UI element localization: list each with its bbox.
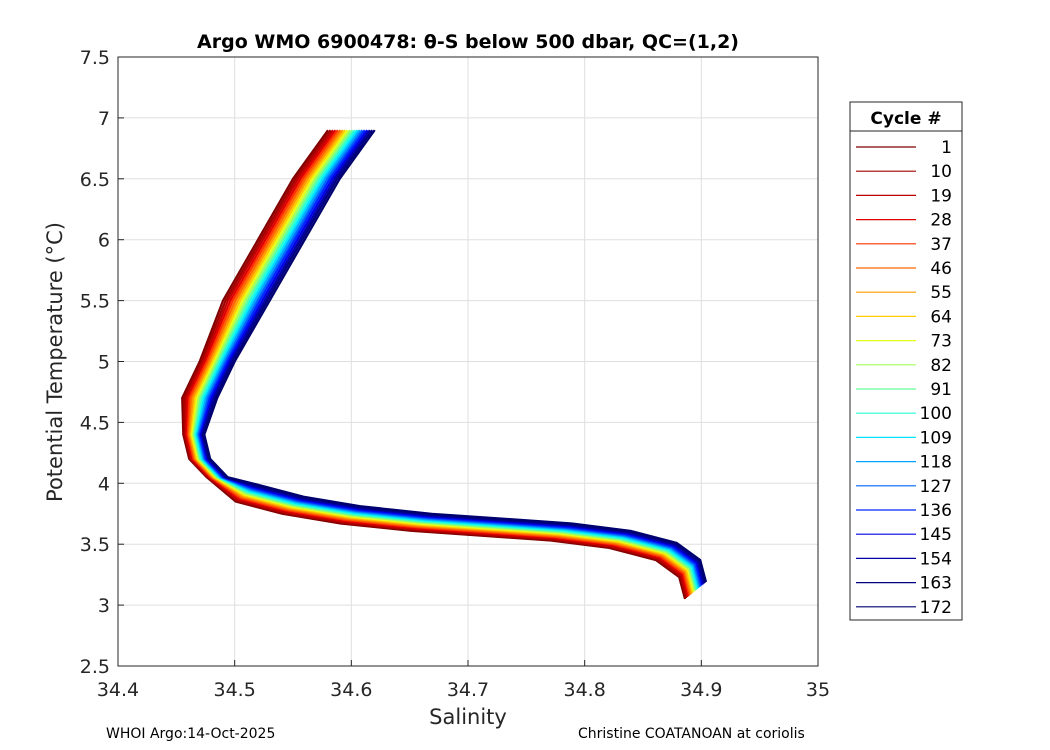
x-tick-label: 34.6	[330, 679, 372, 701]
chart-title: Argo WMO 6900478: θ-S below 500 dbar, QC…	[197, 31, 739, 53]
y-tick-label: 7.5	[80, 47, 110, 69]
x-tick-label: 34.5	[214, 679, 256, 701]
legend-label: 28	[930, 211, 952, 231]
legend-label: 154	[920, 549, 952, 569]
legend-label: 19	[930, 186, 952, 206]
x-axis-ticks: 34.4 34.5 34.6 34.7 34.8 34.9 35	[97, 660, 830, 701]
y-tick-label: 7	[98, 108, 110, 130]
legend-label: 172	[920, 598, 952, 618]
legend-label: 64	[930, 307, 952, 327]
legend-label: 46	[930, 259, 952, 279]
legend-label: 10	[930, 162, 952, 182]
legend-label: 1	[941, 138, 952, 158]
y-tick-label: 5	[98, 352, 110, 374]
legend-label: 91	[930, 380, 952, 400]
y-tick-label: 3	[98, 595, 110, 617]
y-tick-label: 6.5	[80, 169, 110, 191]
legend-label: 163	[920, 574, 952, 594]
legend-label: 55	[930, 283, 952, 303]
legend-label: 136	[920, 501, 952, 521]
y-tick-label: 5.5	[80, 291, 110, 313]
profile-curves	[181, 129, 708, 600]
x-tick-label: 34.4	[97, 679, 139, 701]
x-tick-label: 34.7	[447, 679, 489, 701]
x-tick-label: 35	[806, 679, 830, 701]
y-tick-label: 4.5	[80, 412, 110, 434]
legend-label: 109	[920, 428, 952, 448]
y-tick-label: 6	[98, 230, 110, 252]
legend-title: Cycle #	[870, 109, 941, 129]
profile-line-cycle-172	[203, 129, 708, 583]
legend-label: 100	[920, 404, 952, 424]
footer-right: Christine COATANOAN at coriolis	[578, 726, 805, 742]
legend-label: 73	[930, 332, 952, 352]
legend-label: 82	[930, 356, 952, 376]
y-tick-label: 4	[98, 473, 110, 495]
x-tick-label: 34.9	[680, 679, 722, 701]
x-axis-label: Salinity	[429, 705, 507, 729]
legend-label: 118	[920, 453, 952, 473]
legend-label: 37	[930, 235, 952, 255]
legend-label: 127	[920, 477, 952, 497]
legend-label: 145	[920, 525, 952, 545]
y-axis-ticks: 2.5 3 3.5 4 4.5 5 5.5 6 6.5 7 7.5	[80, 47, 124, 678]
legend-entries: 1 10 19 28 37 46 55 64 73 82 91 100 109 118 127 136 145 1…	[856, 138, 952, 618]
y-tick-label: 3.5	[80, 534, 110, 556]
y-axis-label: Potential Temperature (°C)	[43, 222, 67, 502]
x-tick-label: 34.8	[564, 679, 606, 701]
y-tick-label: 2.5	[80, 656, 110, 678]
legend: Cycle # 1 10 19 28 37 46 55 64 73 82 91 100 109 118 12…	[849, 101, 963, 621]
footer-left: WHOI Argo:14-Oct-2025	[106, 726, 276, 742]
